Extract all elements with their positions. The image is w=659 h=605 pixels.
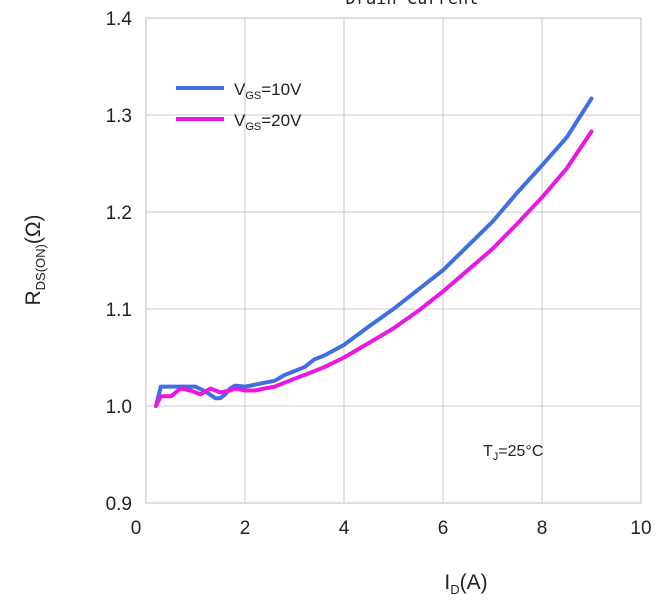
x-tick-labels: 0 2 4 6 8 10	[131, 518, 652, 539]
grid	[145, 17, 642, 504]
temperature-annotation-main: T	[483, 443, 493, 460]
x-tick-label: 4	[339, 518, 350, 539]
legend-label-vgs-10v-main: V	[234, 80, 246, 99]
legend-label-vgs-10v-sub: GS	[245, 90, 261, 102]
y-tick-label: 1.0	[106, 397, 132, 418]
y-tick-label: 1.2	[106, 203, 132, 224]
legend-label-vgs-10v: VGS=10V	[234, 80, 302, 102]
y-tick-labels: 0.9 1.0 1.1 1.2 1.3 1.4	[106, 9, 133, 515]
x-axis-label-sub: D	[450, 582, 459, 597]
temperature-annotation-rest: =25°C	[498, 443, 543, 460]
legend-label-vgs-20v: VGS=20V	[234, 111, 302, 133]
y-axis-label-sub: DS(ON)	[33, 244, 48, 290]
temperature-annotation-sub: J	[493, 451, 499, 463]
temperature-annotation: TJ=25°C	[483, 443, 543, 463]
y-tick-label: 1.1	[106, 300, 132, 321]
x-tick-label: 2	[240, 518, 251, 539]
x-tick-label: 8	[537, 518, 548, 539]
y-tick-label: 1.4	[106, 9, 133, 30]
legend-label-vgs-20v-sub: GS	[245, 121, 261, 133]
x-axis-label-rest: (A)	[460, 571, 488, 594]
y-axis-label-main: R	[22, 290, 45, 305]
series-layer	[153, 96, 594, 408]
plot-frame	[145, 17, 642, 504]
y-tick-label: 0.9	[106, 494, 132, 515]
series-line-vgs-10v	[153, 96, 594, 408]
x-tick-label: 10	[630, 518, 651, 539]
legend-label-vgs-20v-main: V	[234, 111, 246, 130]
y-axis-label-rest: (Ω)	[22, 214, 45, 244]
y-tick-label: 1.3	[106, 106, 132, 127]
chart-title: Drain Current	[345, 0, 478, 9]
legend-label-vgs-20v-rest: =20V	[261, 111, 302, 130]
y-axis-label: RDS(ON)(Ω)	[22, 214, 48, 305]
legend-label-vgs-10v-rest: =10V	[261, 80, 302, 99]
x-tick-label: 6	[438, 518, 449, 539]
x-axis-label-main: I	[444, 571, 450, 594]
series-line-vgs-20v	[153, 129, 594, 408]
legend: VGS=10V VGS=20V	[176, 80, 302, 133]
x-tick-label: 0	[131, 518, 142, 539]
x-axis-label: ID(A)	[444, 571, 487, 597]
